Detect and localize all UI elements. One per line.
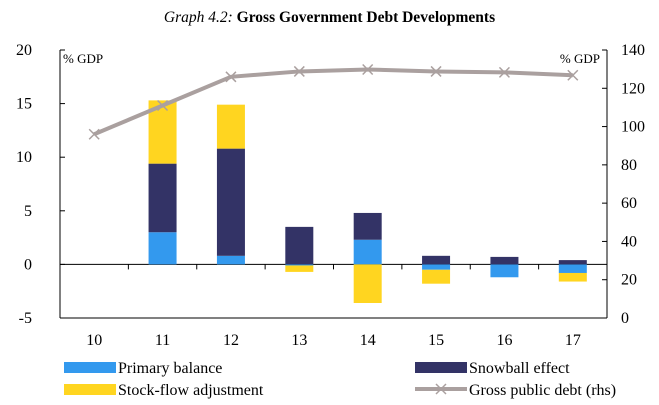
bar-primary-balance bbox=[490, 264, 519, 278]
x-axis-tick-label: 16 bbox=[496, 332, 512, 349]
bar-primary-balance bbox=[353, 239, 382, 265]
bar-primary-balance bbox=[148, 232, 177, 265]
right-axis-tick-label: 0 bbox=[621, 310, 629, 327]
x-axis-tick-label: 17 bbox=[565, 332, 581, 349]
bar-snowball-effect bbox=[216, 148, 245, 256]
bar-stock-flow-adjustment bbox=[353, 264, 382, 303]
right-axis-tick-label: 60 bbox=[621, 195, 637, 212]
x-axis-tick-label: 15 bbox=[428, 332, 444, 349]
gross-public-debt-marker bbox=[498, 66, 510, 78]
gross-public-debt-marker bbox=[567, 69, 579, 81]
left-axis-tick-label: 0 bbox=[24, 256, 32, 273]
left-axis-tick-label: -5 bbox=[19, 310, 32, 327]
bar-stock-flow-adjustment bbox=[285, 265, 314, 272]
bar-primary-balance bbox=[558, 264, 587, 273]
legend-swatch bbox=[64, 362, 116, 373]
bar-snowball-effect bbox=[285, 226, 314, 265]
right-axis-tick-label: 20 bbox=[621, 272, 637, 289]
chart-title-prefix: Graph 4.2: bbox=[163, 9, 233, 26]
gross-public-debt-marker bbox=[157, 99, 169, 112]
left-axis-tick-label: 5 bbox=[24, 203, 32, 220]
bar-primary-balance bbox=[285, 264, 314, 266]
x-axis-tick-label: 14 bbox=[360, 332, 376, 349]
bar-primary-balance bbox=[216, 255, 245, 265]
bar-stock-flow-adjustment bbox=[558, 272, 587, 282]
right-axis-unit: % GDP bbox=[560, 51, 600, 66]
legend-marker bbox=[435, 383, 447, 395]
right-axis-tick-label: 140 bbox=[621, 42, 645, 59]
right-axis-tick-label: 100 bbox=[621, 119, 645, 136]
left-axis-tick-label: 10 bbox=[16, 149, 32, 166]
gross-public-debt-marker bbox=[225, 71, 237, 83]
chart-title-main: Gross Government Debt Developments bbox=[236, 9, 496, 26]
gross-public-debt-line bbox=[93, 67, 573, 137]
legend-label: Snowball effect bbox=[469, 360, 570, 377]
gross-public-debt-marker bbox=[88, 128, 100, 140]
gross-public-debt-marker bbox=[362, 63, 374, 76]
legend-label: Primary balance bbox=[118, 360, 222, 377]
left-axis-unit: % GDP bbox=[63, 51, 103, 66]
x-axis-tick-label: 13 bbox=[291, 332, 307, 349]
left-axis-tick-label: 15 bbox=[16, 96, 32, 113]
legend-swatch bbox=[64, 384, 116, 395]
bar-snowball-effect bbox=[558, 260, 587, 265]
bar-stock-flow-adjustment bbox=[422, 269, 451, 284]
gross-public-debt-marker bbox=[293, 65, 305, 77]
bar-snowball-effect bbox=[422, 255, 451, 265]
gross-public-debt-marker bbox=[430, 65, 442, 77]
x-axis-tick-label: 10 bbox=[86, 332, 102, 349]
bar-snowball-effect bbox=[148, 163, 177, 233]
right-axis-tick-label: 40 bbox=[621, 233, 637, 250]
chart-title: Graph 4.2: Gross Government Debt Develop… bbox=[0, 9, 659, 27]
left-axis-tick-label: 20 bbox=[16, 42, 32, 59]
bar-stock-flow-adjustment bbox=[216, 104, 245, 149]
legend-swatch bbox=[415, 362, 467, 373]
right-axis-tick-label: 80 bbox=[621, 157, 637, 174]
bar-primary-balance bbox=[422, 264, 451, 270]
right-axis-tick-label: 120 bbox=[621, 80, 645, 97]
bar-snowball-effect bbox=[353, 212, 382, 240]
legend-label: Gross public debt (rhs) bbox=[469, 382, 616, 399]
legend-label: Stock-flow adjustment bbox=[118, 382, 264, 399]
x-axis-tick-label: 11 bbox=[155, 332, 170, 349]
x-axis-tick-label: 12 bbox=[223, 332, 239, 349]
bar-snowball-effect bbox=[490, 256, 519, 265]
